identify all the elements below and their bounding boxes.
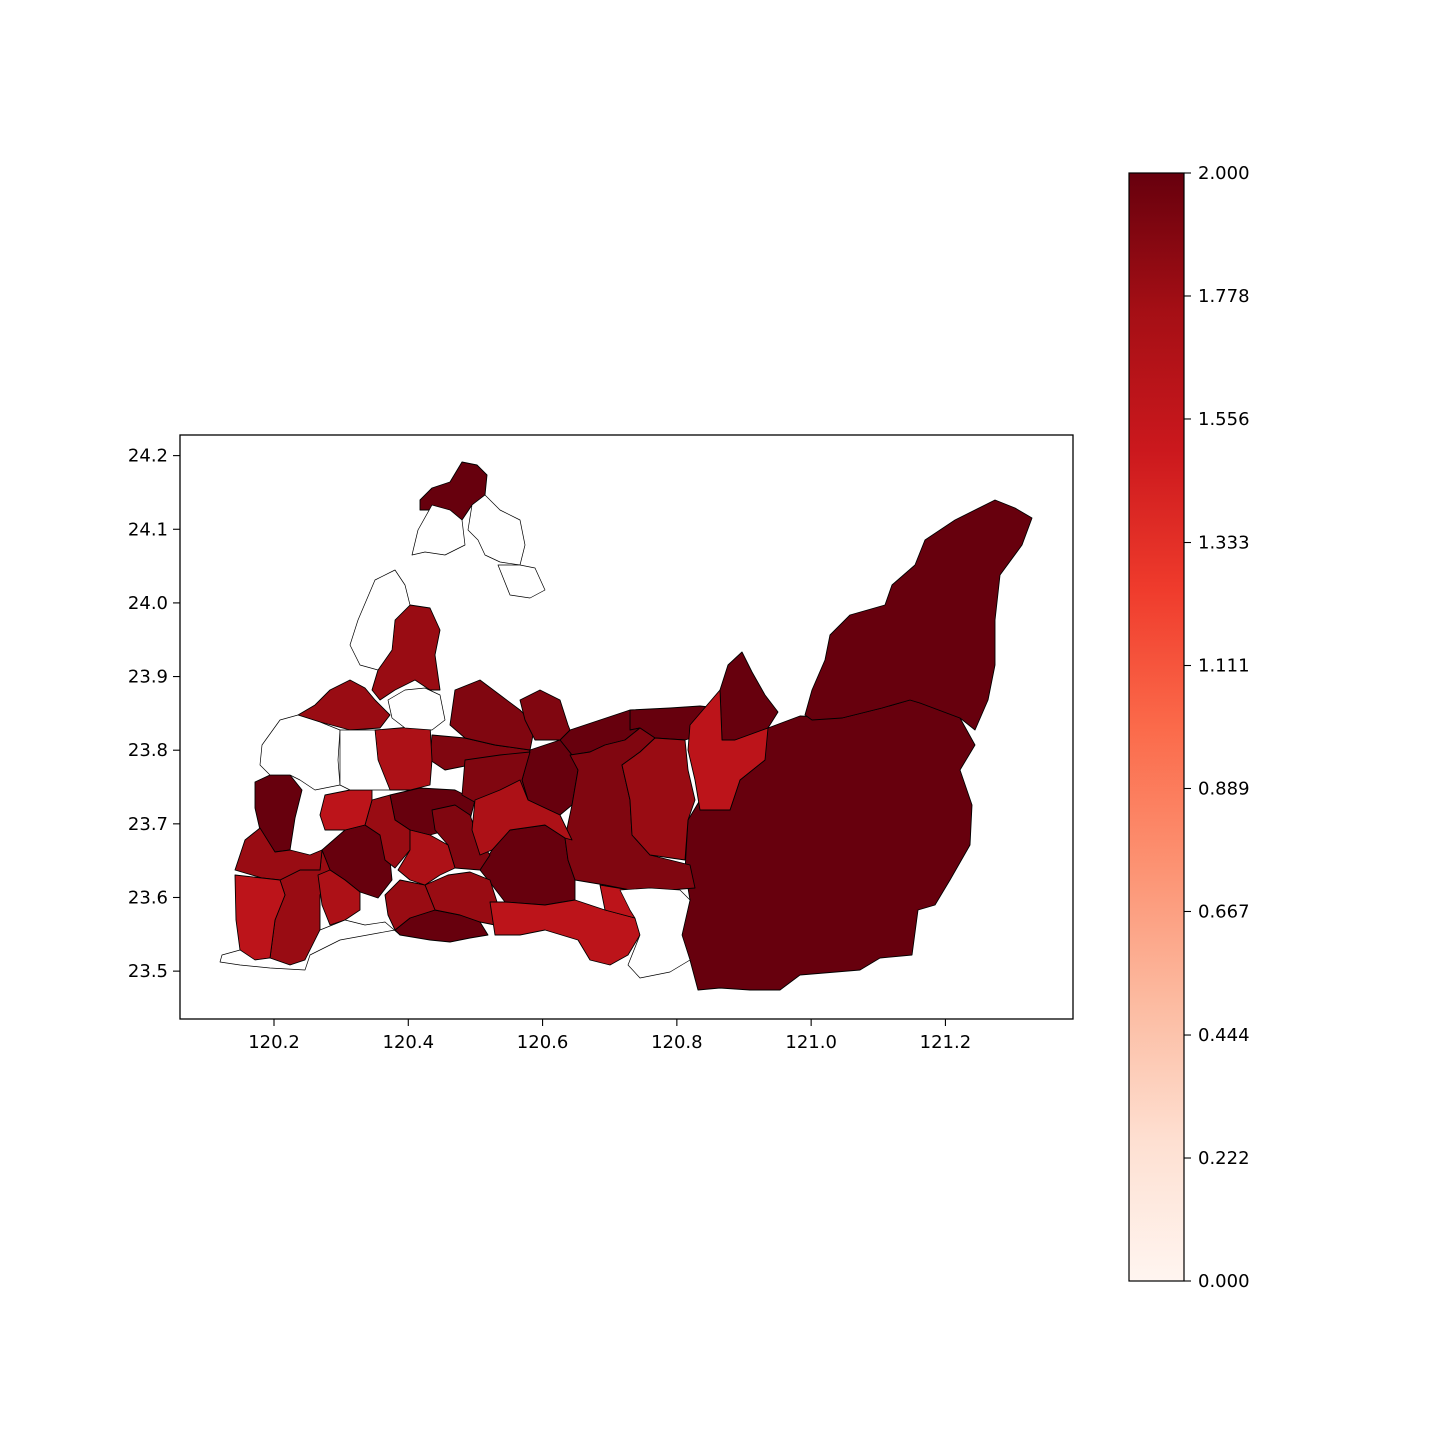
colorbar-tick-label: 2.000	[1198, 163, 1250, 184]
y-tick-label: 23.5	[128, 961, 168, 982]
map-region	[619, 887, 691, 979]
axes-border	[179, 434, 1074, 1020]
map-region	[411, 504, 466, 556]
axes-frame	[179, 434, 1074, 1020]
x-tick-label: 120.8	[651, 1032, 703, 1053]
x-axis: 120.2 120.4 120.6 120.8 121.0 121.2	[248, 1019, 971, 1053]
map-region	[297, 679, 391, 731]
colorbar-gradient	[1129, 173, 1184, 1281]
map-region	[519, 689, 571, 741]
map-region	[471, 779, 573, 856]
colorbar-border	[1128, 172, 1185, 1282]
x-tick-label: 120.4	[383, 1032, 435, 1053]
y-tick-label: 23.8	[128, 740, 168, 761]
map-region	[397, 829, 456, 886]
map-region	[339, 729, 391, 791]
map-region	[234, 874, 286, 961]
map-region	[371, 604, 441, 701]
colorbar-tick-label: 1.556	[1198, 409, 1250, 430]
map-region	[219, 919, 401, 971]
colorbar: 0.000 0.222 0.444 0.667 0.889 1.111 1.333 1.556…	[1128, 163, 1250, 1292]
x-tick-label: 120.6	[517, 1032, 569, 1053]
colorbar-tick-label: 0.889	[1198, 778, 1250, 799]
x-tick-label: 121.2	[920, 1032, 972, 1053]
map-region	[349, 569, 411, 671]
map-region	[497, 564, 546, 599]
y-tick-label: 23.9	[128, 667, 168, 688]
map-region	[387, 687, 446, 731]
x-tick-label: 120.2	[248, 1032, 300, 1053]
colorbar-tick-label: 0.000	[1198, 1271, 1250, 1292]
map-region	[489, 899, 641, 966]
y-axis: 23.5 23.6 23.7 23.8 23.9 24.0 24.1 24.2	[128, 446, 180, 982]
colorbar-tick-label: 0.222	[1198, 1148, 1250, 1169]
map-region	[431, 804, 491, 871]
colorbar-tick-label: 1.333	[1198, 533, 1250, 554]
y-tick-label: 24.1	[128, 519, 168, 540]
map-region	[621, 737, 696, 861]
y-tick-label: 24.0	[128, 593, 168, 614]
map-region	[467, 494, 526, 566]
map-region	[319, 789, 373, 831]
map-region	[317, 869, 361, 926]
x-tick-label: 121.0	[785, 1032, 837, 1053]
y-tick-label: 24.2	[128, 446, 168, 467]
map-region	[364, 794, 411, 869]
colorbar-tick-label: 1.111	[1198, 656, 1250, 677]
map-region	[384, 879, 436, 931]
map-region	[449, 679, 536, 751]
map-regions	[219, 461, 1033, 991]
map-region	[719, 651, 779, 741]
y-tick-label: 23.6	[128, 887, 168, 908]
map-region	[687, 689, 769, 811]
y-tick-label: 23.7	[128, 814, 168, 835]
colorbar-tick-label: 1.778	[1198, 286, 1250, 307]
colorbar-tick-label: 0.444	[1198, 1025, 1250, 1046]
map-region	[564, 727, 696, 891]
colorbar-tick-label: 0.667	[1198, 901, 1250, 922]
map-region	[804, 499, 1033, 731]
